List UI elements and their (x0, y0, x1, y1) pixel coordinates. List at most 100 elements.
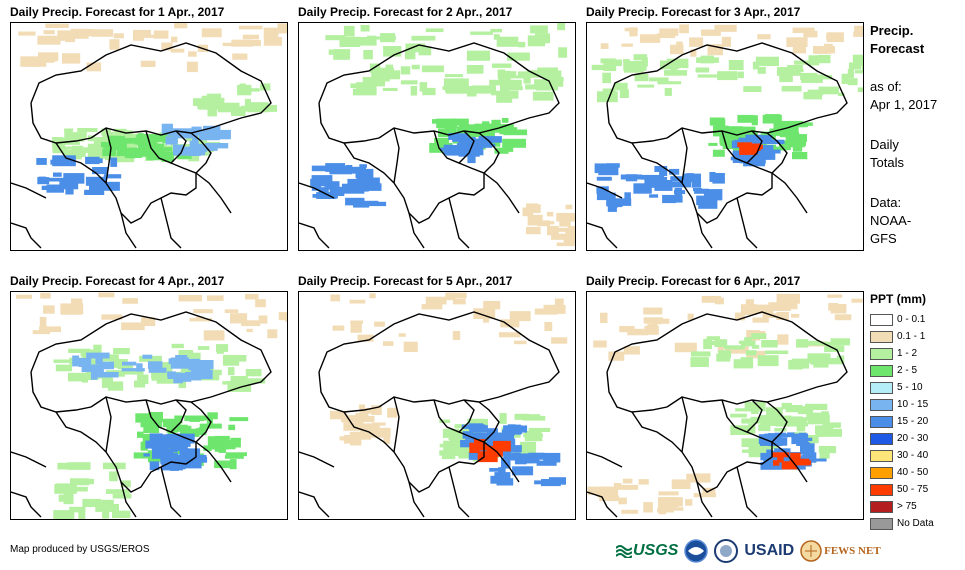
usgs-logo: USGS (616, 542, 678, 560)
precip-cell (465, 436, 479, 440)
precip-cell (329, 171, 352, 175)
precip-cell (701, 295, 722, 303)
precip-cell (751, 344, 760, 349)
country-border (666, 127, 788, 139)
country-border (681, 396, 688, 453)
precip-cell (509, 311, 531, 322)
precip-cell (65, 36, 76, 43)
precip-cell (143, 453, 150, 457)
country-border (448, 197, 470, 249)
precip-cell (400, 66, 411, 75)
precip-cell (774, 428, 787, 432)
precip-cell (772, 452, 790, 458)
precip-cell (201, 145, 218, 151)
precip-cell (267, 329, 278, 339)
precip-cell (728, 60, 744, 71)
precip-cell (108, 135, 125, 142)
precip-cell (685, 499, 693, 506)
precip-cell (690, 357, 709, 367)
precip-cell (775, 420, 789, 427)
precip-cell (382, 87, 398, 91)
precip-cell (701, 29, 721, 36)
precip-cell (229, 459, 237, 470)
precip-cell (65, 189, 74, 195)
precip-cell (499, 413, 507, 424)
country-border (746, 401, 788, 443)
precip-cell (109, 360, 121, 368)
precip-cell (821, 428, 828, 437)
precip-cell (110, 157, 118, 167)
precip-cell (152, 448, 174, 459)
precip-cell (751, 333, 767, 340)
precip-cell (787, 432, 795, 438)
precip-cell (123, 139, 137, 149)
legend: PPT (mm) 0 - 0.1 0.1 - 1 1 - 2 2 - 5 5 - 10 1… (870, 292, 962, 532)
precip-cell (544, 322, 553, 331)
precip-cell (522, 207, 534, 217)
legend-item: No Data (870, 515, 962, 532)
country-border (736, 466, 758, 518)
country-border (299, 491, 330, 518)
precip-cell (598, 165, 619, 176)
precip-cell (752, 317, 769, 323)
panel-title: Daily Precip. Forecast for 2 Apr., 2017 (298, 5, 513, 19)
precip-cell (52, 155, 76, 167)
precip-cell (137, 150, 155, 157)
precip-cell (470, 31, 493, 35)
precip-cell (37, 35, 61, 45)
precip-cell (805, 403, 828, 410)
precip-cell (791, 313, 800, 318)
precip-cell (517, 41, 526, 48)
precip-cell (260, 83, 271, 91)
precip-cell (776, 293, 800, 304)
precip-cell (241, 320, 261, 327)
precip-cell (80, 362, 88, 366)
legend-item: 5 - 10 (870, 379, 962, 396)
panel-title: Daily Precip. Forecast for 5 Apr., 2017 (298, 274, 513, 288)
precip-cell (114, 358, 128, 367)
country-border (11, 182, 47, 199)
precip-cell (760, 139, 785, 145)
precip-cell (167, 371, 176, 377)
precip-cell (27, 58, 47, 67)
precip-cell (121, 368, 145, 372)
legend-label: 0 - 0.1 (897, 314, 926, 325)
country-border (378, 396, 500, 408)
precip-cell (411, 35, 436, 41)
precip-cell (788, 141, 805, 148)
precip-cell (611, 198, 632, 206)
precip-cell (658, 505, 667, 515)
precip-cell (786, 37, 808, 47)
precip-cell (535, 85, 559, 91)
precip-cell (821, 411, 829, 416)
precip-cell (644, 325, 659, 335)
legend-swatch (870, 415, 893, 428)
precip-cell (743, 86, 762, 92)
precip-cell (174, 415, 183, 424)
legend-swatch (870, 381, 893, 394)
precip-cell (120, 480, 131, 488)
precip-cell (542, 70, 562, 81)
product-title-line1: Precip. (870, 23, 914, 38)
precip-cell (230, 437, 241, 448)
precip-cell (553, 227, 570, 232)
precip-cell (483, 300, 501, 310)
country-border (11, 451, 47, 468)
country-border (120, 481, 137, 518)
precip-cell (170, 360, 191, 369)
precip-cell (190, 369, 213, 380)
precip-cell (385, 64, 393, 69)
precip-cell (469, 442, 480, 453)
panel-title: Daily Precip. Forecast for 4 Apr., 2017 (10, 274, 225, 288)
precip-cell (78, 511, 86, 519)
precip-cell (740, 357, 753, 361)
precip-cell (36, 158, 47, 165)
precip-cell (18, 31, 36, 36)
precip-cell (741, 438, 765, 447)
precip-cell (847, 68, 854, 78)
precip-cell (735, 408, 753, 412)
precip-cell (325, 163, 346, 172)
precip-cell (527, 214, 543, 226)
precip-cell (180, 364, 196, 375)
legend-label: 5 - 10 (897, 382, 923, 393)
